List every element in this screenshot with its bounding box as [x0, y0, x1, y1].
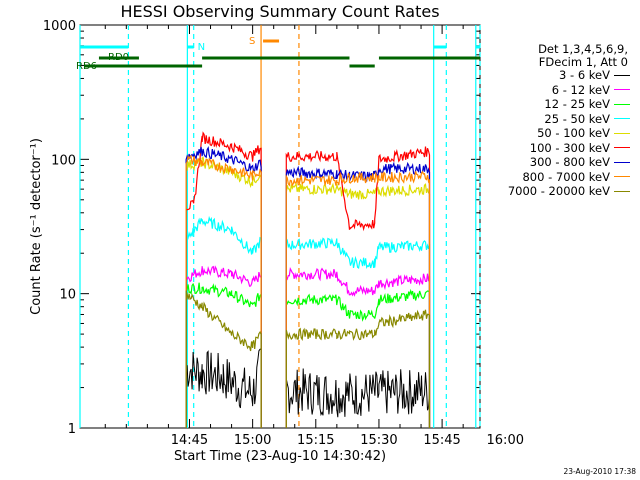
x-tick-label: 16:00 [487, 433, 524, 448]
y-tick-label: 10 [59, 288, 76, 303]
series-line [185, 282, 262, 428]
legend-entry-swatch [614, 176, 630, 178]
series-line [285, 267, 431, 428]
legend-entry-label: 25 - 50 keV [544, 111, 610, 126]
legend-entry-swatch [614, 118, 630, 120]
x-tick-label: 15:45 [423, 433, 460, 448]
legend-entry: 300 - 800 keV [470, 155, 630, 170]
legend-entry-label: 50 - 100 keV [537, 126, 610, 140]
legend-entry-label: 800 - 7000 keV [522, 169, 610, 184]
series-line [285, 237, 431, 428]
legend-entry: 50 - 100 keV [470, 126, 630, 141]
series-line [285, 288, 431, 428]
y-tick-label: 1 [68, 422, 76, 437]
flag-label-rd0: RD0 [108, 52, 129, 63]
series-line [285, 161, 431, 428]
series-line [285, 368, 430, 428]
legend-entry: 7000 - 20000 keV [470, 184, 630, 199]
x-axis-label: Start Time (23-Aug-10 14:30:42) [174, 449, 386, 464]
legend-entry-label: 12 - 25 keV [544, 97, 610, 111]
series-12-25-kev [185, 282, 431, 428]
legend-entry: 3 - 6 keV [470, 68, 630, 83]
legend-entry-label: 3 - 6 keV [559, 68, 610, 82]
legend-entry-swatch [614, 147, 630, 149]
annotation-saa: S [249, 36, 255, 47]
legend-entry: 800 - 7000 keV [470, 170, 630, 185]
series-800-7000-kev [185, 154, 431, 428]
plot-frame [79, 24, 481, 429]
legend-entry: 100 - 300 keV [470, 141, 630, 156]
series-line [285, 182, 431, 428]
y-tick-label: 1000 [43, 19, 76, 34]
legend-entry-swatch [614, 89, 630, 91]
series-line [185, 145, 262, 428]
legend-entry-swatch [614, 161, 630, 163]
series-line [185, 290, 262, 428]
legend-entry-swatch [614, 103, 630, 105]
annotation-night: N [198, 42, 205, 53]
series-7000-20000-kev [185, 290, 431, 428]
legend-header-line-2: FDecim 1, Att 0 [538, 55, 628, 69]
timestamp: 23-Aug-2010 17:38 [563, 467, 636, 476]
series-line [185, 265, 262, 428]
x-tick-label: 15:15 [297, 433, 334, 448]
legend-entry: 12 - 25 keV [470, 97, 630, 112]
series-line [285, 170, 431, 428]
chart-title: HESSI Observing Summary Count Rates [120, 2, 440, 21]
series-line [285, 309, 431, 428]
series-line [185, 131, 262, 428]
legend-header-line-1: Det 1,3,4,5,6,9, [538, 42, 628, 56]
legend-entry-label: 300 - 800 keV [529, 155, 610, 169]
series-100-300-kev [185, 131, 431, 428]
series-line [185, 154, 262, 428]
flag-label-rd6: RD6 [76, 61, 97, 72]
series-line [185, 348, 262, 428]
series-line [185, 215, 262, 428]
legend-entry-swatch [614, 132, 630, 134]
y-tick-label: 100 [51, 153, 76, 168]
series-6-12-kev [185, 265, 431, 428]
legend-entry-swatch [614, 190, 630, 192]
legend-entry-swatch [614, 74, 630, 76]
y-axis-label: Count Rate (s⁻¹ detector⁻¹) [29, 138, 44, 315]
x-tick-label: 14:45 [171, 433, 208, 448]
x-tick-label: 15:00 [234, 433, 271, 448]
legend: 3 - 6 keV 6 - 12 keV 12 - 25 keV 25 - 50 ke… [470, 68, 630, 199]
legend-entry-label: 100 - 300 keV [529, 140, 610, 155]
series-300-800-kev [185, 145, 431, 428]
series-line [285, 146, 431, 428]
legend-entry: 6 - 12 keV [470, 83, 630, 98]
x-tick-label: 15:30 [360, 433, 397, 448]
legend-entry-label: 6 - 12 keV [551, 82, 610, 97]
series-25-50-kev [185, 215, 431, 428]
legend-entry: 25 - 50 keV [470, 112, 630, 127]
series-3-6-kev [185, 348, 430, 428]
legend-entry-label: 7000 - 20000 keV [507, 184, 610, 198]
